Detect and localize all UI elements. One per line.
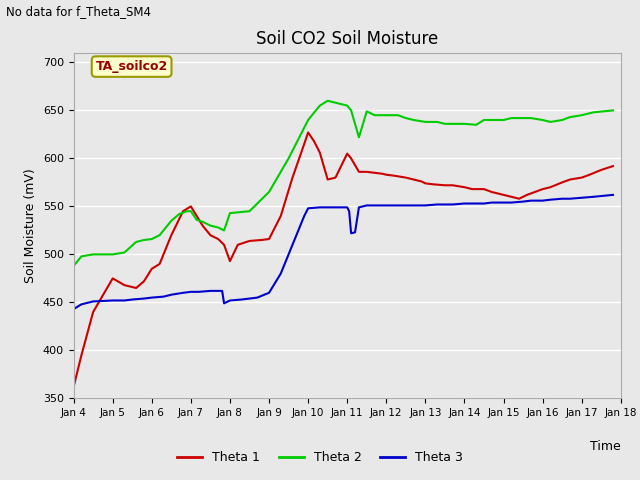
Text: No data for f_Theta_SM4: No data for f_Theta_SM4: [6, 5, 152, 18]
Text: Time: Time: [590, 440, 621, 453]
Title: Soil CO2 Soil Moisture: Soil CO2 Soil Moisture: [256, 30, 438, 48]
Legend: Theta 1, Theta 2, Theta 3: Theta 1, Theta 2, Theta 3: [172, 446, 468, 469]
Text: TA_soilco2: TA_soilco2: [95, 60, 168, 73]
Y-axis label: Soil Moisture (mV): Soil Moisture (mV): [24, 168, 37, 283]
